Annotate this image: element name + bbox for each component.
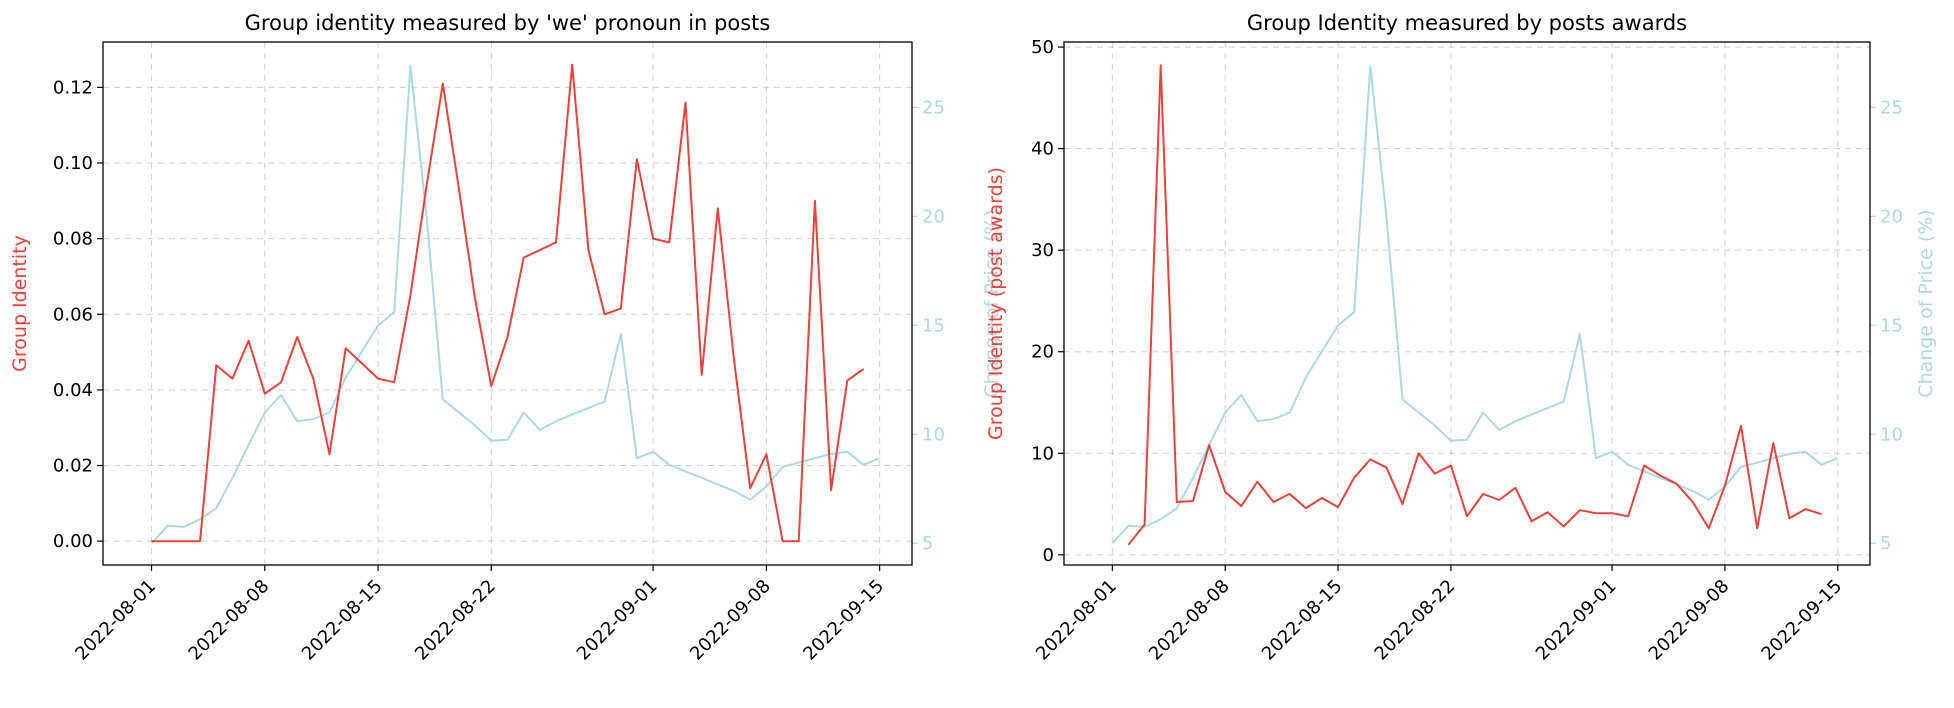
y2-tick-label: 15 bbox=[922, 315, 945, 336]
y-tick-label: 0.02 bbox=[53, 456, 93, 477]
group-identity-line bbox=[1127, 64, 1822, 546]
y2-tick-label: 5 bbox=[922, 533, 933, 554]
y-tick-label: 10 bbox=[1031, 443, 1054, 464]
x-tick-label: 2022-08-01 bbox=[71, 576, 160, 665]
x-tick-label: 2022-08-22 bbox=[1371, 576, 1460, 665]
chart-title: Group identity measured by 'we' pronoun … bbox=[245, 11, 771, 35]
group-identity-line bbox=[151, 63, 865, 543]
y-tick-label: 0.06 bbox=[53, 304, 93, 325]
plot-frame bbox=[1063, 41, 1871, 566]
y-axis-label-right: Change of Price (%) bbox=[1915, 209, 1937, 397]
y2-tick-label: 20 bbox=[922, 206, 945, 227]
x-tick-label: 2022-09-01 bbox=[573, 576, 662, 665]
chart-panel-pronoun: Group identity measured by 'we' pronoun … bbox=[9, 11, 1003, 665]
chart-title: Group Identity measured by posts awards bbox=[1247, 11, 1687, 35]
y2-tick-label: 15 bbox=[1880, 315, 1903, 336]
x-tick-label: 2022-08-08 bbox=[185, 576, 274, 665]
x-tick-label: 2022-08-08 bbox=[1145, 576, 1234, 665]
grid-lines bbox=[1064, 42, 1870, 565]
y2-tick-label: 20 bbox=[1880, 206, 1903, 227]
price-change-line bbox=[150, 65, 880, 544]
x-tick-label: 2022-09-08 bbox=[1645, 576, 1734, 665]
y-tick-label: 0.00 bbox=[53, 531, 93, 552]
x-tick-label: 2022-08-22 bbox=[411, 576, 500, 665]
x-tick-label: 2022-09-01 bbox=[1532, 576, 1621, 665]
chart-panel-awards: Group Identity measured by posts awards … bbox=[985, 11, 1937, 665]
y-tick-label: 20 bbox=[1031, 342, 1054, 363]
y2-tick-label: 10 bbox=[922, 424, 945, 445]
y-tick-label: 50 bbox=[1031, 37, 1054, 58]
x-tick-label: 2022-09-15 bbox=[1757, 576, 1846, 665]
x-tick-label: 2022-08-01 bbox=[1032, 576, 1121, 665]
y2-tick-label: 25 bbox=[1880, 97, 1903, 118]
y-tick-label: 0.08 bbox=[53, 229, 93, 250]
y-tick-label: 0.10 bbox=[53, 153, 93, 174]
y-axis-label-left: Group Identity (post awards) bbox=[985, 167, 1007, 440]
y2-tick-label: 10 bbox=[1880, 424, 1903, 445]
y-tick-label: 0.04 bbox=[53, 380, 93, 401]
y-axis-label-right: Change of Price (%) bbox=[981, 209, 1003, 397]
x-tick-label: 2022-09-08 bbox=[686, 576, 775, 665]
x-tick-label: 2022-08-15 bbox=[1258, 576, 1347, 665]
price-change-line bbox=[1111, 65, 1839, 544]
y2-tick-label: 5 bbox=[1880, 533, 1891, 554]
y-tick-label: 40 bbox=[1031, 139, 1054, 160]
y-tick-label: 30 bbox=[1031, 240, 1054, 261]
y-axis-label-left: Group Identity bbox=[9, 235, 31, 372]
y2-tick-label: 25 bbox=[922, 97, 945, 118]
grid-lines bbox=[103, 42, 912, 565]
y-tick-label: 0.12 bbox=[53, 77, 93, 98]
y-tick-label: 0 bbox=[1043, 545, 1054, 566]
plot-frame bbox=[102, 41, 913, 566]
x-tick-label: 2022-08-15 bbox=[298, 576, 387, 665]
x-tick-label: 2022-09-15 bbox=[799, 576, 888, 665]
